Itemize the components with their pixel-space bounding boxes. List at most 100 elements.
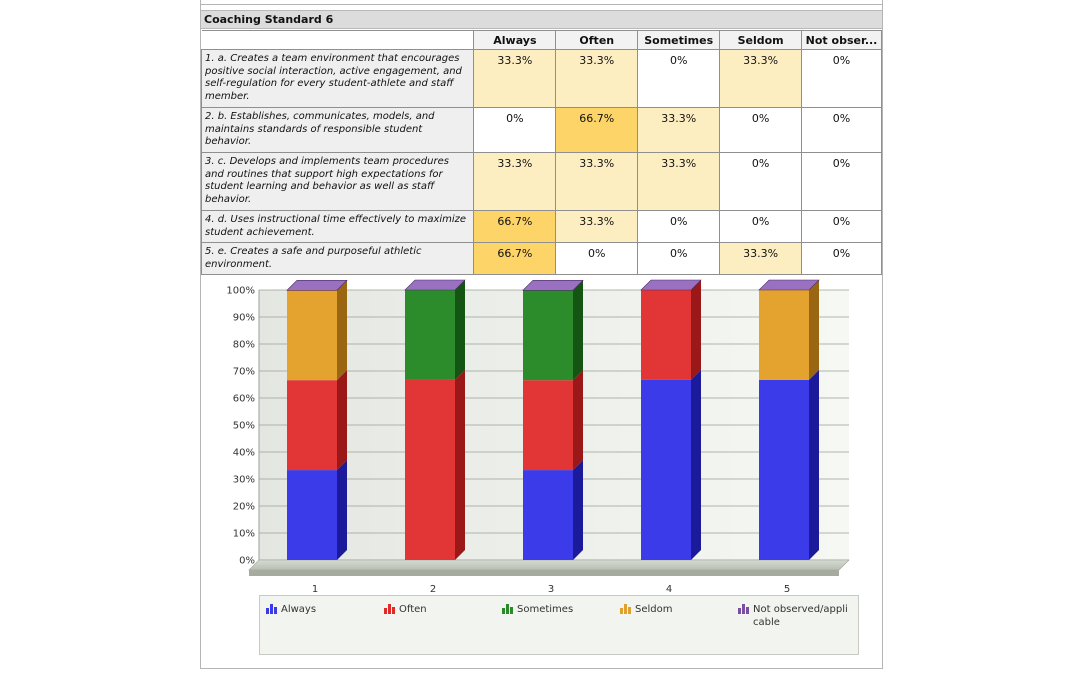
bar-segment-often (405, 379, 455, 560)
bar-segment-always (641, 379, 691, 560)
bar-side (337, 460, 347, 560)
table-header-row: Always Often Sometimes Seldom Not obser.… (201, 30, 882, 50)
row-question: 1. a. Creates a team environment that en… (200, 49, 475, 108)
bar-chart-icon (620, 604, 631, 614)
table-cell: 0% (719, 152, 803, 211)
table-cell: 0% (801, 107, 882, 153)
legend-label: Always (281, 604, 317, 615)
bar-top-cap (758, 279, 820, 291)
table-cell: 33.3% (637, 107, 721, 153)
column-header: Always (473, 30, 557, 50)
table-cell: 33.3% (719, 49, 803, 108)
bar-segment-always (287, 470, 337, 560)
bar-side (573, 370, 583, 471)
bar-top-cap (522, 279, 584, 291)
chart-legend: Always Often Sometimes Seldom (259, 595, 859, 655)
y-tick-label: 60% (233, 394, 255, 405)
bar-chart-icon (384, 604, 395, 614)
table-row: 1. a. Creates a team environment that en… (200, 49, 882, 108)
table-cell: 33.3% (555, 152, 639, 211)
y-tick-label: 70% (233, 367, 255, 378)
table-cell: 33.3% (637, 152, 721, 211)
results-table: Always Often Sometimes Seldom Not obser.… (200, 30, 882, 275)
x-tick-label: 5 (784, 584, 790, 594)
table-cell: 0% (719, 107, 803, 153)
table-row: 5. e. Creates a safe and purposeful athl… (200, 242, 882, 275)
legend-label: Seldom (635, 604, 673, 615)
report-panel: Coaching Standard 6 Always Often Sometim… (200, 0, 883, 669)
section-title: Coaching Standard 6 (201, 10, 882, 29)
bar-segment-always (759, 379, 809, 560)
table-cell: 0% (801, 242, 882, 275)
bar-segment-seldom (759, 290, 809, 380)
bar-side (337, 370, 347, 471)
row-question: 4. d. Uses instructional time effectivel… (200, 210, 475, 243)
bar-top-cap (286, 279, 348, 291)
table-cell: 66.7% (473, 210, 557, 243)
legend-label: Sometimes (517, 604, 574, 615)
column-header: Not obser... (801, 30, 882, 50)
bar-side (573, 460, 583, 560)
table-cell: 0% (555, 242, 639, 275)
y-tick-label: 20% (233, 502, 255, 513)
stacked-bar-chart: 0% 10% 20% 30% 40% 50% 60% 70% 80% 90% 100% 1 2 3 4 5 A… (201, 276, 882, 666)
bar-top-cap (404, 279, 466, 291)
legend-label: Often (399, 604, 427, 615)
chart-svg: 0% 10% 20% 30% 40% 50% 60% 70% 80% 90% 100% 1 2 3 4 5 (226, 279, 850, 595)
column-header: Often (555, 30, 639, 50)
y-tick-label: 10% (233, 529, 255, 540)
bar-chart-icon (266, 604, 277, 614)
x-tick-label: 4 (666, 584, 672, 594)
plot-floor (248, 559, 850, 571)
y-tick-label: 100% (226, 286, 255, 297)
bar-side (691, 369, 701, 560)
table-cell: 33.3% (473, 152, 557, 211)
top-strip (201, 0, 882, 5)
bar-segment-seldom (287, 290, 337, 381)
table-row: 2. b. Establishes, communicates, models,… (200, 107, 882, 153)
x-tick-label: 1 (312, 584, 318, 594)
table-cell: 0% (637, 242, 721, 275)
table-cell: 66.7% (473, 242, 557, 275)
y-tick-label: 80% (233, 340, 255, 351)
table-cell: 33.3% (555, 49, 639, 108)
table-cell: 0% (801, 210, 882, 243)
x-tick-label: 3 (548, 584, 554, 594)
row-question: 2. b. Establishes, communicates, models,… (200, 107, 475, 153)
y-tick-label: 40% (233, 448, 255, 459)
bar-side (455, 369, 465, 560)
table-cell: 0% (801, 152, 882, 211)
bar-side (809, 369, 819, 560)
bar-segment-often (287, 380, 337, 471)
bar-segment-often (523, 380, 573, 471)
y-tick-label: 50% (233, 421, 255, 432)
bar-side (573, 280, 583, 381)
table-row: 4. d. Uses instructional time effectivel… (200, 210, 882, 243)
row-question: 5. e. Creates a safe and purposeful athl… (200, 242, 475, 275)
header-blank (201, 30, 475, 50)
table-cell: 33.3% (719, 242, 803, 275)
x-tick-label: 2 (430, 584, 436, 594)
table-cell: 0% (719, 210, 803, 243)
table-cell: 0% (801, 49, 882, 108)
y-tick-label: 30% (233, 475, 255, 486)
row-question: 3. c. Develops and implements team proce… (200, 152, 475, 211)
column-header: Sometimes (637, 30, 721, 50)
bar-segment-always (523, 470, 573, 560)
bar-chart-icon (738, 604, 749, 614)
table-cell: 33.3% (555, 210, 639, 243)
table-cell: 66.7% (555, 107, 639, 153)
bar-side (337, 280, 347, 381)
table-cell: 0% (637, 49, 721, 108)
bar-segment-often (641, 290, 691, 380)
bar-side (691, 280, 701, 380)
plot-floor-edge (249, 570, 839, 576)
bar-chart-icon (502, 604, 513, 614)
bar-segment-sometimes (523, 290, 573, 381)
legend-label: Not observed/applicable (753, 604, 848, 628)
table-cell: 0% (637, 210, 721, 243)
y-tick-label: 90% (233, 313, 255, 324)
bar-side (809, 280, 819, 380)
bar-segment-sometimes (405, 290, 455, 380)
table-row: 3. c. Develops and implements team proce… (200, 152, 882, 211)
